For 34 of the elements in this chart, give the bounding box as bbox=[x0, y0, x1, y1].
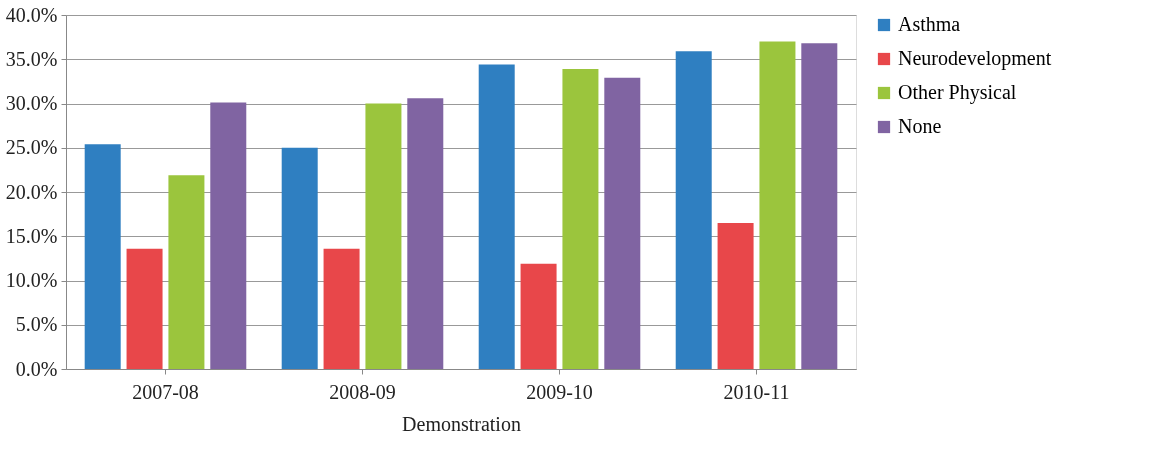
bar bbox=[168, 175, 205, 369]
legend-label: None bbox=[898, 115, 942, 137]
bar bbox=[801, 43, 838, 369]
bar bbox=[604, 77, 641, 369]
y-tick-label: 20.0% bbox=[5, 180, 58, 203]
bar bbox=[520, 263, 557, 369]
bar bbox=[478, 64, 515, 369]
x-tick-label: 2007-08 bbox=[132, 380, 199, 403]
bar bbox=[407, 98, 444, 369]
bar bbox=[675, 51, 712, 369]
y-tick-label: 0.0% bbox=[15, 357, 58, 380]
x-tick-label: 2008-09 bbox=[329, 380, 396, 403]
y-tick-label: 35.0% bbox=[5, 47, 58, 70]
bar bbox=[365, 103, 402, 369]
legend-label: Asthma bbox=[898, 13, 961, 35]
x-tick-label: 2010-11 bbox=[723, 380, 790, 403]
y-tick-label: 10.0% bbox=[5, 269, 58, 291]
bar bbox=[281, 147, 318, 369]
bar bbox=[717, 222, 754, 369]
y-tick-label: 30.0% bbox=[5, 92, 58, 114]
legend-label: Other Physical bbox=[898, 81, 1017, 104]
y-tick-label: 40.0% bbox=[5, 3, 58, 26]
bar bbox=[126, 248, 163, 369]
bar bbox=[759, 41, 796, 369]
y-tick-label: 5.0% bbox=[15, 313, 58, 336]
bar bbox=[210, 102, 247, 369]
x-tick-label: 2009-10 bbox=[526, 380, 593, 403]
x-axis-title: Demonstration bbox=[402, 412, 521, 435]
y-tick-label: 15.0% bbox=[5, 224, 58, 247]
bar bbox=[562, 68, 599, 369]
bar bbox=[84, 144, 121, 369]
y-tick-label: 25.0% bbox=[5, 136, 58, 159]
legend-label: Neurodevelopment bbox=[898, 47, 1052, 70]
bar bbox=[323, 248, 360, 369]
